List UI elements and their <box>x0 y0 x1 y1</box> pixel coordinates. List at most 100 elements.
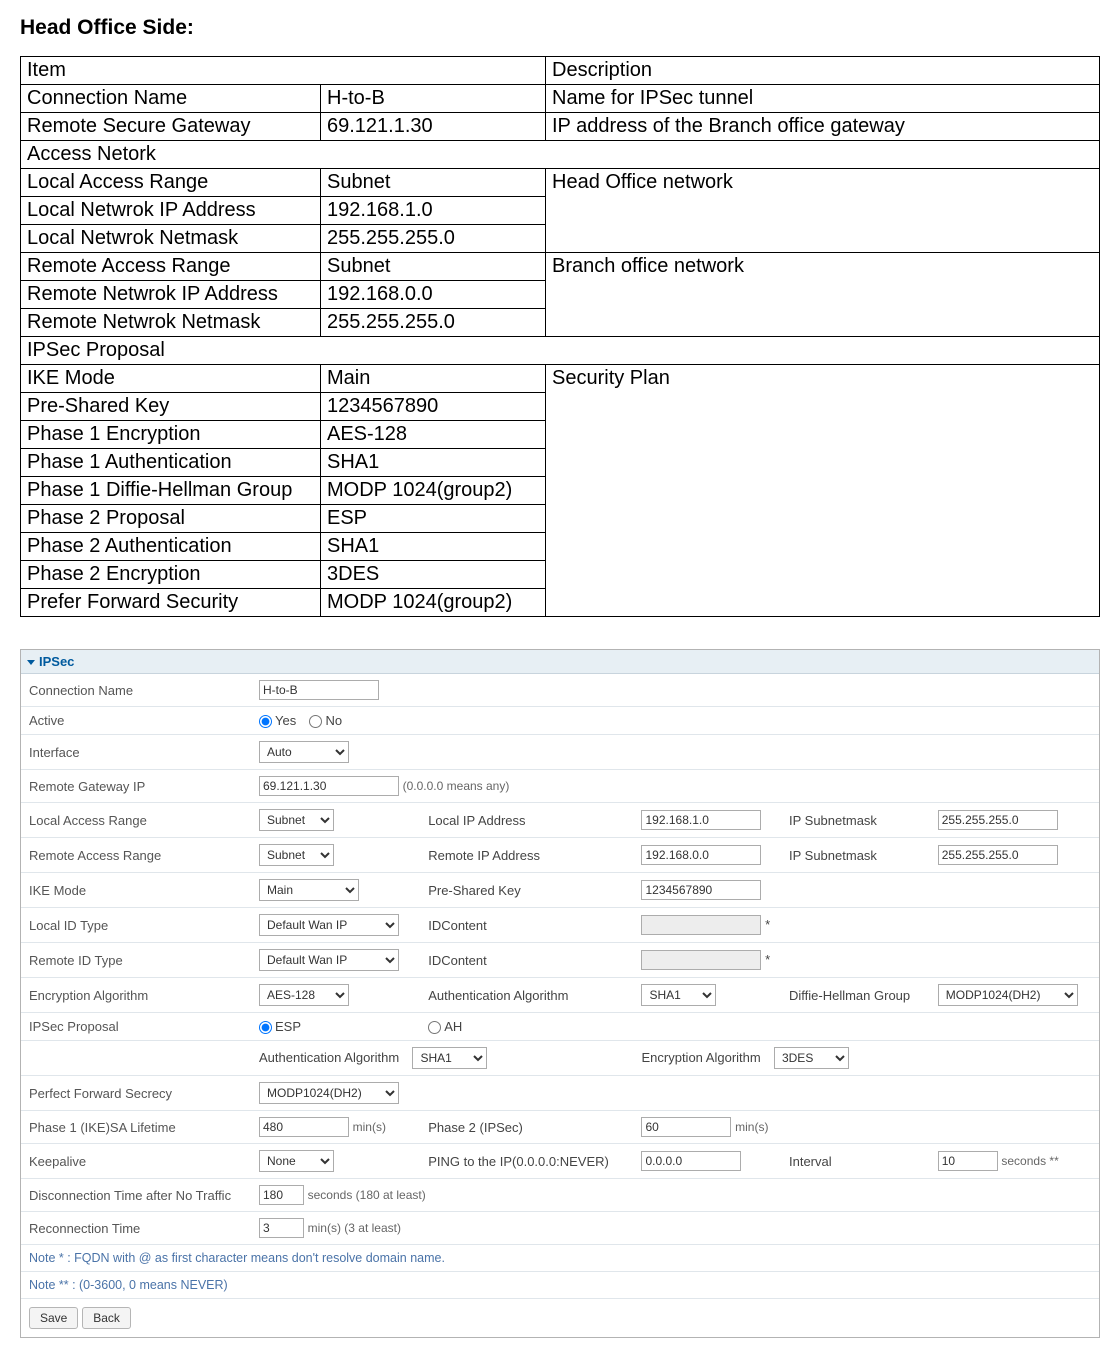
remote-ip-input[interactable] <box>641 845 761 865</box>
lbl-keepalive: Keepalive <box>21 1144 251 1179</box>
cell-item: Phase 1 Encryption <box>21 421 321 449</box>
active-yes-option[interactable]: Yes <box>259 713 296 728</box>
yes-label: Yes <box>275 713 296 728</box>
cell-item: Local Netwrok IP Address <box>21 197 321 225</box>
head-desc: Description <box>546 57 1100 85</box>
cell-item: Remote Secure Gateway <box>21 113 321 141</box>
lbl-local-ip: Local IP Address <box>428 813 558 828</box>
seconds-star: seconds ** <box>1001 1154 1058 1168</box>
esp-radio[interactable] <box>259 1021 272 1034</box>
lbl-interval: Interval <box>789 1154 832 1169</box>
enc-alg-select[interactable]: AES-128 <box>259 984 349 1006</box>
active-no-radio[interactable] <box>309 715 322 728</box>
preshared-input[interactable] <box>641 880 761 900</box>
cell-val: 69.121.1.30 <box>321 113 546 141</box>
phase2-life-input[interactable] <box>641 1117 731 1137</box>
star-1: * <box>765 917 770 932</box>
lbl-remote-id-type: Remote ID Type <box>21 943 251 978</box>
ipsec-form: Connection Name Active Yes No Interface … <box>21 674 1099 1245</box>
cell-item: Remote Netwrok Netmask <box>21 309 321 337</box>
remote-range-select[interactable]: Subnet <box>259 844 334 866</box>
local-ip-input[interactable] <box>641 810 761 830</box>
star-2: * <box>765 952 770 967</box>
cell-item: Remote Access Range <box>21 253 321 281</box>
lbl-auth-alg: Authentication Algorithm <box>428 988 568 1003</box>
table-row: IKE Mode Main Security Plan <box>21 365 1100 393</box>
lbl-enc-alg: Encryption Algorithm <box>21 978 251 1013</box>
ah-radio[interactable] <box>428 1021 441 1034</box>
esp-option[interactable]: ESP <box>259 1019 301 1034</box>
no-label: No <box>325 713 342 728</box>
lbl-ike-mode: IKE Mode <box>21 873 251 908</box>
connection-name-input[interactable] <box>259 680 379 700</box>
mins-2: min(s) <box>735 1120 768 1134</box>
lbl-ping-to: PING to the IP(0.0.0.0:NEVER) <box>428 1154 609 1169</box>
reconn-input[interactable] <box>259 1218 304 1238</box>
section-header: IPSec Proposal <box>21 337 1100 365</box>
cell-item: Phase 1 Authentication <box>21 449 321 477</box>
phase1-life-input[interactable] <box>259 1117 349 1137</box>
cell-item: Pre-Shared Key <box>21 393 321 421</box>
lbl-ip-subnetmask-2: IP Subnetmask <box>789 848 877 863</box>
panel-header[interactable]: IPSec <box>21 650 1099 674</box>
auth-alg2-select[interactable]: SHA1 <box>412 1047 487 1069</box>
mins-1: min(s) <box>353 1120 386 1134</box>
cell-desc: Head Office network <box>546 169 1100 253</box>
cell-item: IKE Mode <box>21 365 321 393</box>
remote-gw-hint: (0.0.0.0 means any) <box>403 779 510 793</box>
lbl-phase1-life: Phase 1 (IKE)SA Lifetime <box>21 1111 251 1144</box>
active-no-option[interactable]: No <box>309 713 342 728</box>
remote-gw-input[interactable] <box>259 776 399 796</box>
cell-val: 255.255.255.0 <box>321 309 546 337</box>
local-mask-input[interactable] <box>938 810 1058 830</box>
interval-input[interactable] <box>938 1151 998 1171</box>
section-header-row: IPSec Proposal <box>21 337 1100 365</box>
lbl-local-id-type: Local ID Type <box>21 908 251 943</box>
pfs-select[interactable]: MODP1024(DH2) <box>259 1082 399 1104</box>
panel-title: IPSec <box>39 654 74 669</box>
cell-val: MODP 1024(group2) <box>321 477 546 505</box>
lbl-ip-subnetmask: IP Subnetmask <box>789 813 877 828</box>
local-id-type-select[interactable]: Default Wan IP <box>259 914 399 936</box>
esp-label: ESP <box>275 1019 301 1034</box>
collapse-icon <box>27 660 35 665</box>
lbl-active: Active <box>21 707 251 735</box>
ah-option[interactable]: AH <box>428 1019 462 1034</box>
keepalive-select[interactable]: None <box>259 1150 334 1172</box>
cell-val: 192.168.1.0 <box>321 197 546 225</box>
lbl-disconn: Disconnection Time after No Traffic <box>21 1179 251 1212</box>
cell-val: Subnet <box>321 169 546 197</box>
remote-mask-input[interactable] <box>938 845 1058 865</box>
cell-item: Phase 2 Proposal <box>21 505 321 533</box>
interface-select[interactable]: Auto <box>259 741 349 763</box>
lbl-idcontent-1: IDContent <box>428 918 558 933</box>
table-row: Connection Name H-to-B Name for IPSec tu… <box>21 85 1100 113</box>
lbl-phase2: Phase 2 (IPSec) <box>428 1120 558 1135</box>
local-range-select[interactable]: Subnet <box>259 809 334 831</box>
back-button[interactable]: Back <box>82 1307 131 1329</box>
table-head-row: Item Description <box>21 57 1100 85</box>
head-item: Item <box>21 57 546 85</box>
disconn-input[interactable] <box>259 1185 304 1205</box>
enc-alg2-select[interactable]: 3DES <box>774 1047 849 1069</box>
cell-desc: Security Plan <box>546 365 1100 617</box>
disconn-hint: seconds (180 at least) <box>308 1188 426 1202</box>
reconn-hint: min(s) (3 at least) <box>308 1221 401 1235</box>
ping-ip-input[interactable] <box>641 1151 741 1171</box>
spec-table: Item Description Connection Name H-to-B … <box>20 56 1100 617</box>
cell-desc: IP address of the Branch office gateway <box>546 113 1100 141</box>
auth-alg-select[interactable]: SHA1 <box>641 984 716 1006</box>
idcontent-local-input <box>641 915 761 935</box>
save-button[interactable]: Save <box>29 1307 78 1329</box>
active-yes-radio[interactable] <box>259 715 272 728</box>
remote-id-type-select[interactable]: Default Wan IP <box>259 949 399 971</box>
cell-val: 255.255.255.0 <box>321 225 546 253</box>
ike-mode-select[interactable]: Main <box>259 879 359 901</box>
cell-item: Phase 2 Authentication <box>21 533 321 561</box>
cell-val: AES-128 <box>321 421 546 449</box>
dh-group-select[interactable]: MODP1024(DH2) <box>938 984 1078 1006</box>
lbl-remote-gw: Remote Gateway IP <box>21 770 251 803</box>
lbl-enc-alg-2: Encryption Algorithm <box>641 1050 760 1065</box>
lbl-pfs: Perfect Forward Secrecy <box>21 1076 251 1111</box>
cell-val: ESP <box>321 505 546 533</box>
